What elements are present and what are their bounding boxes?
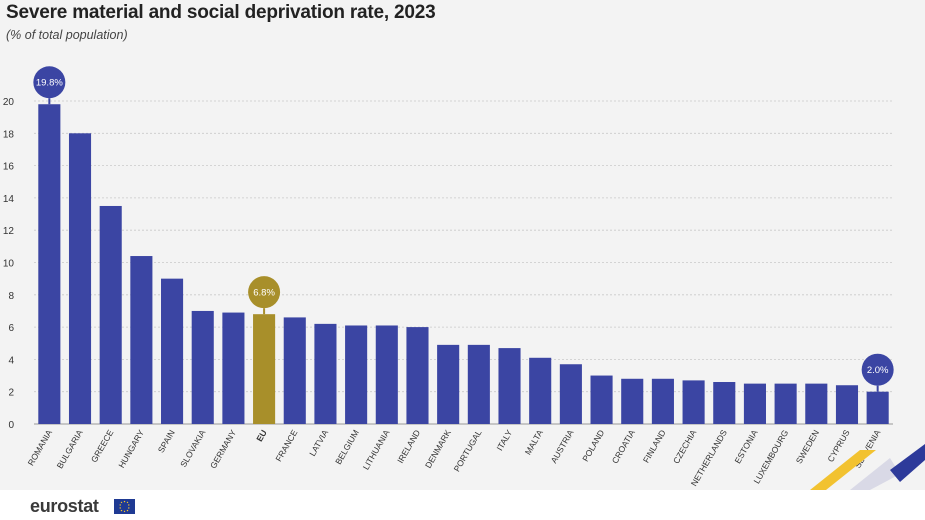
bar-france	[283, 317, 306, 424]
chart-subtitle: (% of total population)	[6, 28, 128, 42]
eu-flag-icon	[114, 499, 135, 514]
y-tick-label: 0	[8, 420, 14, 431]
bar-spain	[161, 278, 184, 424]
x-tick-label: ROMANIA	[26, 428, 55, 468]
bar-latvia	[314, 323, 337, 424]
bar-romania	[38, 104, 61, 424]
bar-czechia	[682, 380, 705, 424]
x-tick-label: IRELAND	[395, 428, 422, 465]
x-tick-label: POLAND	[580, 428, 606, 463]
x-tick-label: BELGIUM	[333, 428, 361, 466]
bar-slovenia	[866, 391, 889, 424]
bar-croatia	[621, 378, 644, 424]
bar-denmark	[437, 344, 460, 424]
bar-slovakia	[191, 310, 214, 424]
bar-portugal	[467, 344, 490, 424]
bar-cyprus	[835, 385, 859, 424]
bar-germany	[222, 312, 245, 424]
x-tick-label: DENMARK	[423, 428, 453, 470]
y-tick-label: 8	[8, 291, 14, 302]
y-tick-label: 10	[3, 259, 15, 270]
x-tick-label: MALTA	[523, 428, 545, 457]
x-tick-label: GREECE	[89, 428, 116, 464]
x-tick-label: PORTUGAL	[452, 428, 484, 474]
footer-bar	[0, 490, 925, 520]
x-tick-label: ESTONIA	[732, 428, 759, 465]
x-tick-label: CROATIA	[610, 428, 637, 465]
bars	[38, 104, 889, 425]
bar-finland	[651, 378, 674, 424]
y-axis-ticks: 0 2 4 6 8 10 12 14 16 18 20	[3, 97, 15, 431]
x-tick-label: FRANCE	[273, 428, 299, 464]
x-tick-label: ITALY	[494, 428, 514, 453]
x-axis-labels: ROMANIA BULGARIA GREECE HUNGARY SPAIN SLOVAKI…	[26, 428, 883, 488]
eurostat-logo: eurostat	[30, 496, 99, 516]
y-tick-label: 14	[3, 194, 15, 205]
callout-value-label: 2.0%	[867, 365, 889, 376]
bar-greece	[99, 205, 122, 424]
bar-bulgaria	[68, 133, 92, 425]
y-tick-label: 12	[3, 226, 15, 237]
x-tick-label: SLOVAKIA	[178, 428, 208, 469]
chart-title: Severe material and social deprivation r…	[6, 2, 436, 23]
decorative-corner-stripes	[810, 444, 925, 490]
bar-estonia	[743, 383, 766, 424]
x-tick-label: SPAIN	[156, 428, 177, 455]
y-tick-label: 18	[3, 129, 15, 140]
bar-ireland	[406, 327, 429, 424]
bar-eu	[253, 314, 276, 424]
bar-luxembourg	[774, 383, 797, 424]
x-tick-label: EU	[254, 428, 269, 443]
x-tick-label: GERMANY	[208, 428, 238, 471]
y-tick-label: 4	[8, 355, 14, 366]
x-tick-label: LATVIA	[307, 428, 330, 458]
bar-poland	[590, 375, 613, 424]
bar-italy	[498, 348, 521, 424]
x-tick-label: HUNGARY	[116, 428, 146, 470]
callout-badge	[248, 276, 281, 309]
x-tick-label: LITHUANIA	[361, 428, 392, 472]
callout-value-label: 19.8%	[36, 78, 63, 89]
bar-netherlands	[713, 382, 736, 424]
x-tick-label: AUSTRIA	[549, 428, 576, 465]
y-tick-label: 16	[3, 162, 15, 173]
bar-sweden	[805, 383, 828, 424]
x-tick-label: BULGARIA	[55, 428, 85, 471]
callout-badge	[33, 66, 66, 99]
y-tick-label: 2	[8, 388, 14, 399]
bar-lithuania	[375, 325, 398, 424]
bar-belgium	[345, 325, 368, 424]
x-tick-label: FINLAND	[641, 428, 668, 465]
x-tick-label: CZECHIA	[671, 428, 698, 466]
callout-value-label: 6.8%	[253, 288, 275, 299]
value-callouts: 19.8% 6.8% 2.0%	[33, 66, 894, 392]
y-tick-label: 20	[3, 97, 15, 108]
bar-chart: 0 2 4 6 8 10 12 14 16 18 20 ROMANIA BULGARIA GREECE H…	[3, 66, 894, 488]
bar-malta	[529, 357, 552, 424]
y-tick-label: 6	[8, 323, 14, 334]
bar-austria	[559, 364, 582, 424]
callout-badge	[861, 353, 894, 386]
bar-hungary	[130, 256, 153, 424]
